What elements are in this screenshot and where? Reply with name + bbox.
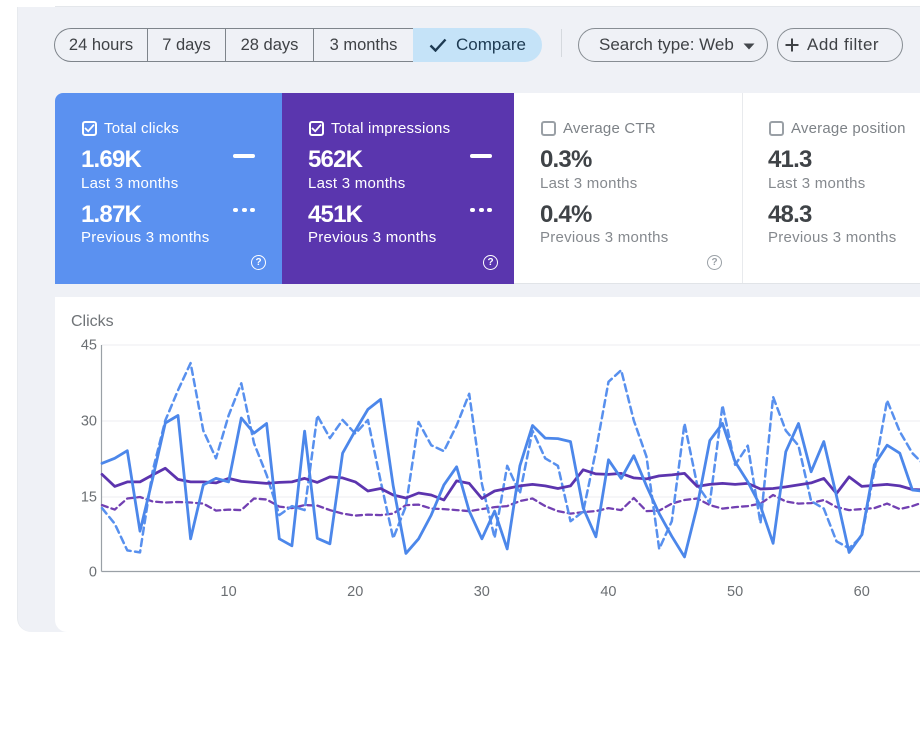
svg-text:30: 30 <box>81 414 97 430</box>
svg-text:0: 0 <box>89 565 97 581</box>
svg-text:50: 50 <box>727 584 743 600</box>
svg-text:20: 20 <box>347 584 363 600</box>
svg-text:10: 10 <box>221 584 237 600</box>
svg-text:60: 60 <box>854 584 870 600</box>
svg-text:30: 30 <box>474 584 490 600</box>
svg-text:40: 40 <box>600 584 616 600</box>
svg-text:15: 15 <box>81 490 97 506</box>
svg-text:45: 45 <box>81 338 97 354</box>
